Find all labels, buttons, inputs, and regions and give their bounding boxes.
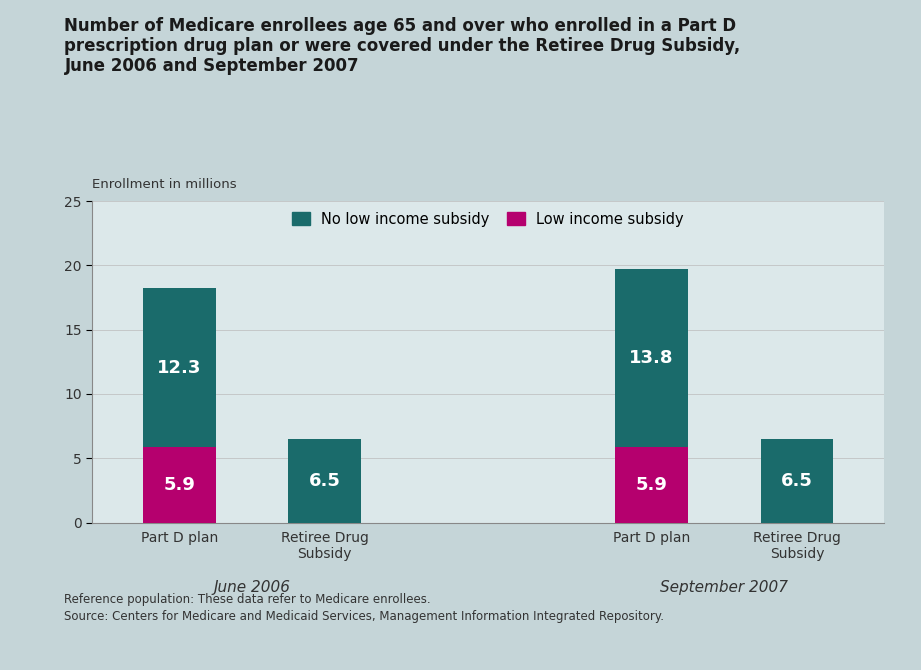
Text: Enrollment in millions: Enrollment in millions: [92, 178, 237, 191]
Text: September 2007: September 2007: [660, 580, 788, 596]
Text: 5.9: 5.9: [635, 476, 668, 494]
Text: June 2006 and September 2007: June 2006 and September 2007: [64, 57, 359, 75]
Text: 13.8: 13.8: [629, 349, 674, 367]
Text: 6.5: 6.5: [781, 472, 813, 490]
Text: prescription drug plan or were covered under the Retiree Drug Subsidy,: prescription drug plan or were covered u…: [64, 37, 740, 55]
Text: June 2006: June 2006: [214, 580, 290, 596]
Legend: No low income subsidy, Low income subsidy: No low income subsidy, Low income subsid…: [292, 212, 684, 226]
Bar: [615, 269, 688, 447]
Text: 12.3: 12.3: [157, 358, 202, 377]
Text: 6.5: 6.5: [309, 472, 341, 490]
Bar: [761, 439, 834, 523]
Bar: [143, 447, 216, 523]
Bar: [615, 447, 688, 523]
Text: Number of Medicare enrollees age 65 and over who enrolled in a Part D: Number of Medicare enrollees age 65 and …: [64, 17, 737, 35]
Text: 5.9: 5.9: [163, 476, 195, 494]
Text: Source: Centers for Medicare and Medicaid Services, Management Information Integ: Source: Centers for Medicare and Medicai…: [64, 610, 664, 622]
Bar: [143, 289, 216, 447]
Text: Reference population: These data refer to Medicare enrollees.: Reference population: These data refer t…: [64, 593, 431, 606]
Bar: [288, 439, 361, 523]
